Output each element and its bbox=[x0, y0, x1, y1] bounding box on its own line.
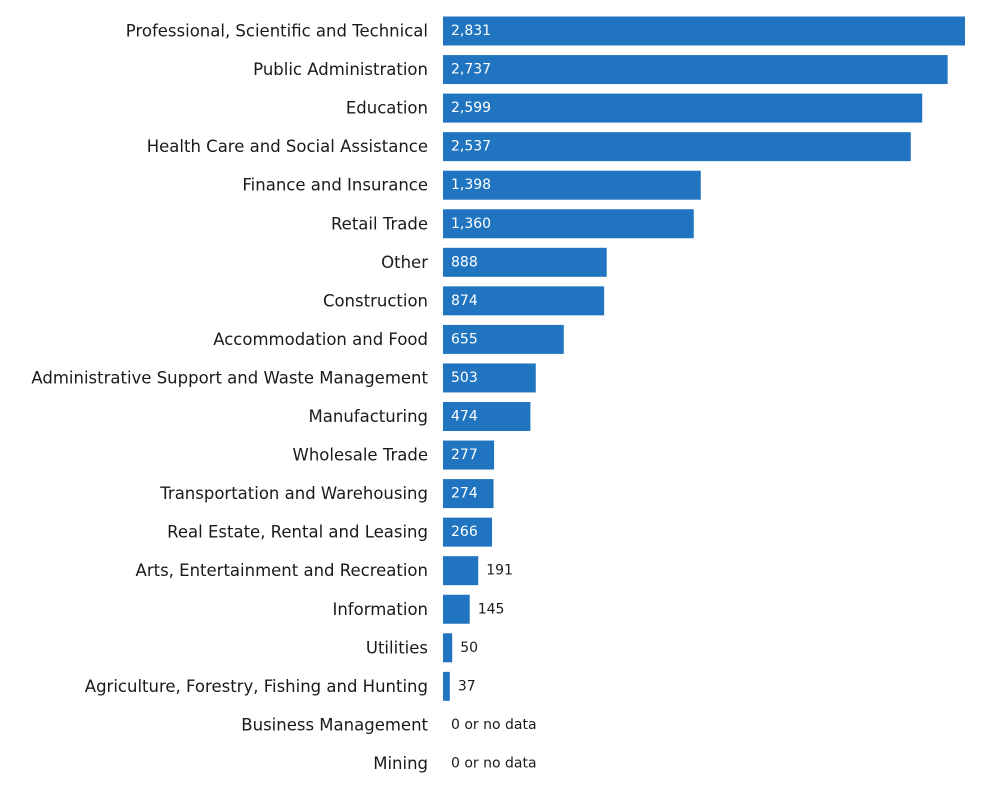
value-label: 266 bbox=[451, 524, 478, 540]
category-label: Manufacturing bbox=[309, 407, 428, 426]
bar-row: Mining 0 or no data bbox=[373, 754, 536, 773]
category-label: Finance and Insurance bbox=[242, 176, 428, 195]
value-label: 474 bbox=[451, 409, 478, 425]
category-label: Wholesale Trade bbox=[293, 446, 428, 465]
value-label: 2,737 bbox=[451, 62, 491, 78]
bar-row: Administrative Support and Waste Managem… bbox=[31, 363, 536, 393]
bar bbox=[443, 16, 965, 46]
bar-row: Retail Trade 1,360 bbox=[331, 209, 694, 239]
bar-row: Health Care and Social Assistance 2,537 bbox=[147, 132, 911, 162]
value-label: 1,398 bbox=[451, 177, 491, 193]
category-label: Education bbox=[346, 99, 428, 118]
value-label: 145 bbox=[478, 601, 505, 617]
bar bbox=[443, 594, 470, 624]
category-label: Health Care and Social Assistance bbox=[147, 137, 428, 156]
category-label: Accommodation and Food bbox=[213, 330, 428, 349]
bar bbox=[443, 286, 605, 316]
bar bbox=[443, 440, 495, 470]
bar bbox=[443, 633, 453, 663]
bar bbox=[443, 556, 479, 586]
bar bbox=[443, 209, 694, 239]
bar bbox=[443, 517, 493, 547]
bar-row: Utilities 50 bbox=[366, 633, 478, 663]
category-label: Mining bbox=[373, 754, 428, 773]
category-label: Transportation and Warehousing bbox=[159, 484, 428, 503]
bar-row: Wholesale Trade 277 bbox=[293, 440, 495, 470]
value-label: 277 bbox=[451, 447, 478, 463]
value-label: 0 or no data bbox=[451, 717, 537, 733]
category-label: Administrative Support and Waste Managem… bbox=[31, 368, 428, 387]
category-label: Other bbox=[381, 253, 428, 272]
bar-row: Manufacturing 474 bbox=[309, 402, 531, 431]
bar-row: Business Management 0 or no data bbox=[241, 715, 536, 734]
category-label: Retail Trade bbox=[331, 214, 428, 233]
bar-row: Public Administration 2,737 bbox=[253, 55, 948, 85]
category-label: Public Administration bbox=[253, 60, 428, 79]
category-label: Agriculture, Forestry, Fishing and Hunti… bbox=[85, 677, 428, 696]
value-label: 0 or no data bbox=[451, 755, 537, 771]
bar-row: Agriculture, Forestry, Fishing and Hunti… bbox=[85, 671, 476, 701]
bar bbox=[443, 479, 494, 509]
category-label: Professional, Scientific and Technical bbox=[126, 22, 428, 41]
value-label: 2,831 bbox=[451, 23, 491, 39]
category-label: Construction bbox=[323, 291, 428, 310]
category-label: Utilities bbox=[366, 638, 428, 657]
bar-row: Finance and Insurance 1,398 bbox=[242, 170, 701, 200]
bar bbox=[443, 93, 923, 123]
bar-row: Education 2,599 bbox=[346, 93, 923, 123]
value-label: 2,599 bbox=[451, 100, 491, 116]
value-label: 874 bbox=[451, 293, 478, 309]
value-label: 191 bbox=[486, 563, 513, 579]
bar-row: Real Estate, Rental and Leasing 266 bbox=[167, 517, 493, 547]
bar-row: Transportation and Warehousing 274 bbox=[159, 479, 494, 509]
value-label: 274 bbox=[451, 486, 478, 502]
bar bbox=[443, 247, 607, 277]
category-label: Arts, Entertainment and Recreation bbox=[136, 561, 428, 580]
value-label: 2,537 bbox=[451, 139, 491, 155]
bar bbox=[443, 363, 536, 393]
bar-row: Construction 874 bbox=[323, 286, 605, 316]
value-label: 503 bbox=[451, 370, 478, 386]
bar bbox=[443, 170, 701, 200]
bars-layer: Professional, Scientific and Technical 2,… bbox=[31, 16, 965, 773]
category-label: Real Estate, Rental and Leasing bbox=[167, 523, 428, 542]
value-label: 655 bbox=[451, 331, 478, 347]
value-label: 1,360 bbox=[451, 216, 491, 232]
value-label: 37 bbox=[458, 678, 476, 694]
bar-row: Information 145 bbox=[332, 594, 505, 624]
bar bbox=[443, 402, 531, 431]
bar-row: Professional, Scientific and Technical 2,… bbox=[126, 16, 965, 46]
bar-row: Other 888 bbox=[381, 247, 607, 277]
value-label: 888 bbox=[451, 254, 478, 270]
bar bbox=[443, 324, 564, 354]
category-label: Information bbox=[332, 600, 428, 619]
category-label: Business Management bbox=[241, 715, 428, 734]
bar bbox=[443, 55, 948, 85]
bar-row: Accommodation and Food 655 bbox=[213, 324, 564, 354]
bar bbox=[443, 132, 911, 162]
bar-row: Arts, Entertainment and Recreation 191 bbox=[136, 556, 513, 586]
value-label: 50 bbox=[460, 640, 478, 656]
bar bbox=[443, 671, 450, 701]
